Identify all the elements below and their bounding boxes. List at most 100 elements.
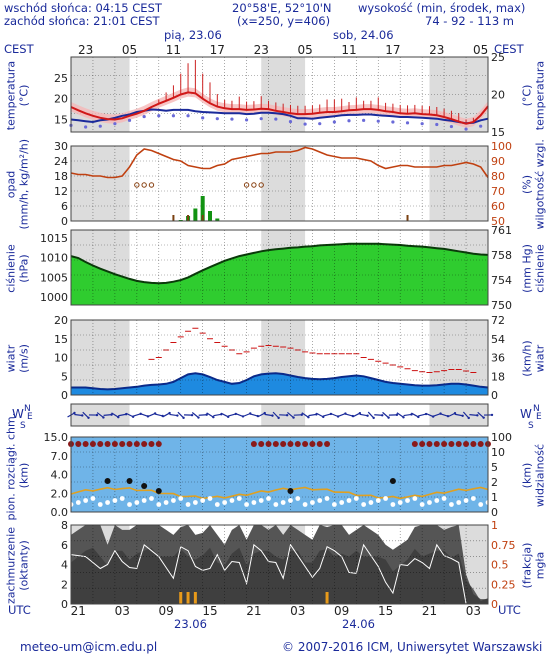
cloud-tick-left: 8 bbox=[61, 519, 68, 532]
precip-tick-left: 24 bbox=[54, 155, 68, 168]
ceiling-dot bbox=[82, 441, 89, 447]
ceiling-dot bbox=[250, 441, 257, 447]
wind-tick-left: 5 bbox=[61, 370, 68, 383]
cloud-tick-left: 4 bbox=[61, 559, 68, 572]
wind-arrow bbox=[287, 411, 294, 419]
pressure-line bbox=[70, 242, 489, 285]
wind-arrow bbox=[330, 412, 339, 418]
dew-dot bbox=[171, 114, 176, 118]
wind-arrow bbox=[147, 412, 156, 418]
press-tick-left: 1015 bbox=[40, 232, 68, 245]
wind-arrow bbox=[162, 412, 170, 418]
precip-tick-left: 0 bbox=[61, 215, 68, 228]
compass-n-right: N bbox=[533, 404, 540, 414]
vis-panel-bg-blue bbox=[71, 437, 488, 512]
wind-arrow-head bbox=[205, 413, 208, 416]
fog-circle bbox=[141, 182, 147, 188]
cloud-base-dot bbox=[389, 478, 396, 484]
ceiling-dot bbox=[141, 441, 148, 447]
cloud-base-dot bbox=[126, 478, 133, 484]
vis-tick-left: 0.0 bbox=[51, 506, 69, 519]
wind-arrow-head bbox=[168, 411, 171, 415]
wind-tick-right: 36 bbox=[491, 352, 505, 365]
wind-arrow-head bbox=[176, 414, 179, 417]
wind-arrow-head bbox=[372, 416, 375, 420]
wind-arrow bbox=[374, 414, 383, 416]
hour-top-label: 05 bbox=[297, 43, 312, 57]
wind-arrow bbox=[96, 412, 104, 418]
visibility-dot bbox=[441, 496, 447, 501]
ceiling-dot bbox=[477, 441, 484, 447]
wind-arrow-head bbox=[358, 411, 362, 415]
coords-text: 20°58'E, 52°10'N bbox=[232, 1, 332, 15]
hour-bottom-label: 03 bbox=[466, 604, 481, 618]
ceiling-dot bbox=[280, 441, 287, 447]
footer-email[interactable]: meteo-um@icm.edu.pl bbox=[20, 640, 158, 654]
ceiling-dot bbox=[426, 441, 433, 447]
visibility-dot bbox=[419, 502, 425, 507]
footer-copyright: © 2007-2016 ICM, Uniwersytet Warszawski bbox=[282, 640, 543, 654]
precip-tick-left: 12 bbox=[54, 185, 68, 198]
fog-bar bbox=[179, 592, 183, 604]
wind-arrow bbox=[132, 413, 141, 417]
wind-arrow-head bbox=[190, 413, 194, 417]
hour-top-label: 17 bbox=[385, 43, 400, 57]
wind-arrow-head bbox=[490, 413, 494, 417]
visibility-dot bbox=[405, 498, 410, 503]
visibility-dot bbox=[171, 498, 176, 503]
wind-arrow bbox=[344, 413, 354, 417]
ceiling-dot bbox=[104, 441, 111, 447]
wind-arrow bbox=[425, 412, 434, 418]
dew-dot bbox=[318, 122, 322, 126]
dew-dot bbox=[186, 114, 190, 118]
visibility-dot bbox=[214, 502, 220, 507]
ceiling-dot bbox=[419, 441, 426, 447]
ceiling-dot bbox=[316, 441, 323, 447]
ceiling-dot bbox=[75, 441, 82, 447]
fog-circle bbox=[251, 182, 257, 188]
hour-top-label: 11 bbox=[166, 43, 181, 57]
wind-arrow bbox=[308, 413, 317, 417]
ceiling-dot bbox=[448, 441, 455, 447]
wind-arrow-head bbox=[81, 414, 84, 417]
hour-top-label: 17 bbox=[210, 43, 225, 57]
cloud-base-dot bbox=[104, 478, 111, 484]
cloud-tick-left: 2 bbox=[61, 578, 68, 591]
visibility-dot bbox=[449, 502, 454, 507]
wind-arrow bbox=[367, 411, 375, 419]
dew-dot bbox=[347, 119, 351, 123]
tz-bottom-right: UTC bbox=[498, 603, 521, 617]
hour-top-label: 05 bbox=[122, 43, 137, 57]
wind-tick-right: 54 bbox=[491, 333, 505, 346]
precip-tick bbox=[201, 215, 204, 221]
visibility-dot bbox=[339, 500, 345, 505]
dew-dot bbox=[303, 122, 307, 126]
dew-dot bbox=[376, 119, 380, 123]
compass-s-left: S bbox=[20, 421, 26, 431]
tz-top-left: CEST bbox=[4, 42, 34, 56]
visibility-dot bbox=[244, 502, 249, 507]
precip-tick-right: 60 bbox=[491, 200, 505, 213]
visibility-dot bbox=[397, 500, 403, 505]
wind-night-band bbox=[429, 320, 488, 395]
wind-arrow bbox=[469, 414, 478, 416]
wind-arrow-head bbox=[285, 414, 289, 417]
dew-dot bbox=[201, 116, 205, 120]
wind-tick-left: 15 bbox=[54, 333, 68, 346]
wind-arrow bbox=[382, 411, 389, 419]
compass-e-right: E bbox=[536, 412, 542, 422]
visibility-dot bbox=[478, 502, 484, 507]
precip-tick bbox=[172, 215, 175, 221]
visibility-dot bbox=[310, 500, 315, 505]
visibility-dot bbox=[302, 502, 308, 507]
ceiling-dot bbox=[294, 441, 301, 447]
visibility-dot bbox=[134, 500, 140, 505]
wind-arrow-head bbox=[307, 416, 310, 419]
cloud-tick-right: 0.75 bbox=[491, 539, 516, 552]
ceiling-dot bbox=[463, 441, 470, 447]
wind-arrow bbox=[82, 411, 89, 419]
day2-top: sob, 24.06 bbox=[333, 28, 394, 42]
visibility-dot bbox=[229, 498, 235, 503]
visibility-dot bbox=[251, 500, 257, 505]
dew-dot bbox=[332, 120, 336, 124]
